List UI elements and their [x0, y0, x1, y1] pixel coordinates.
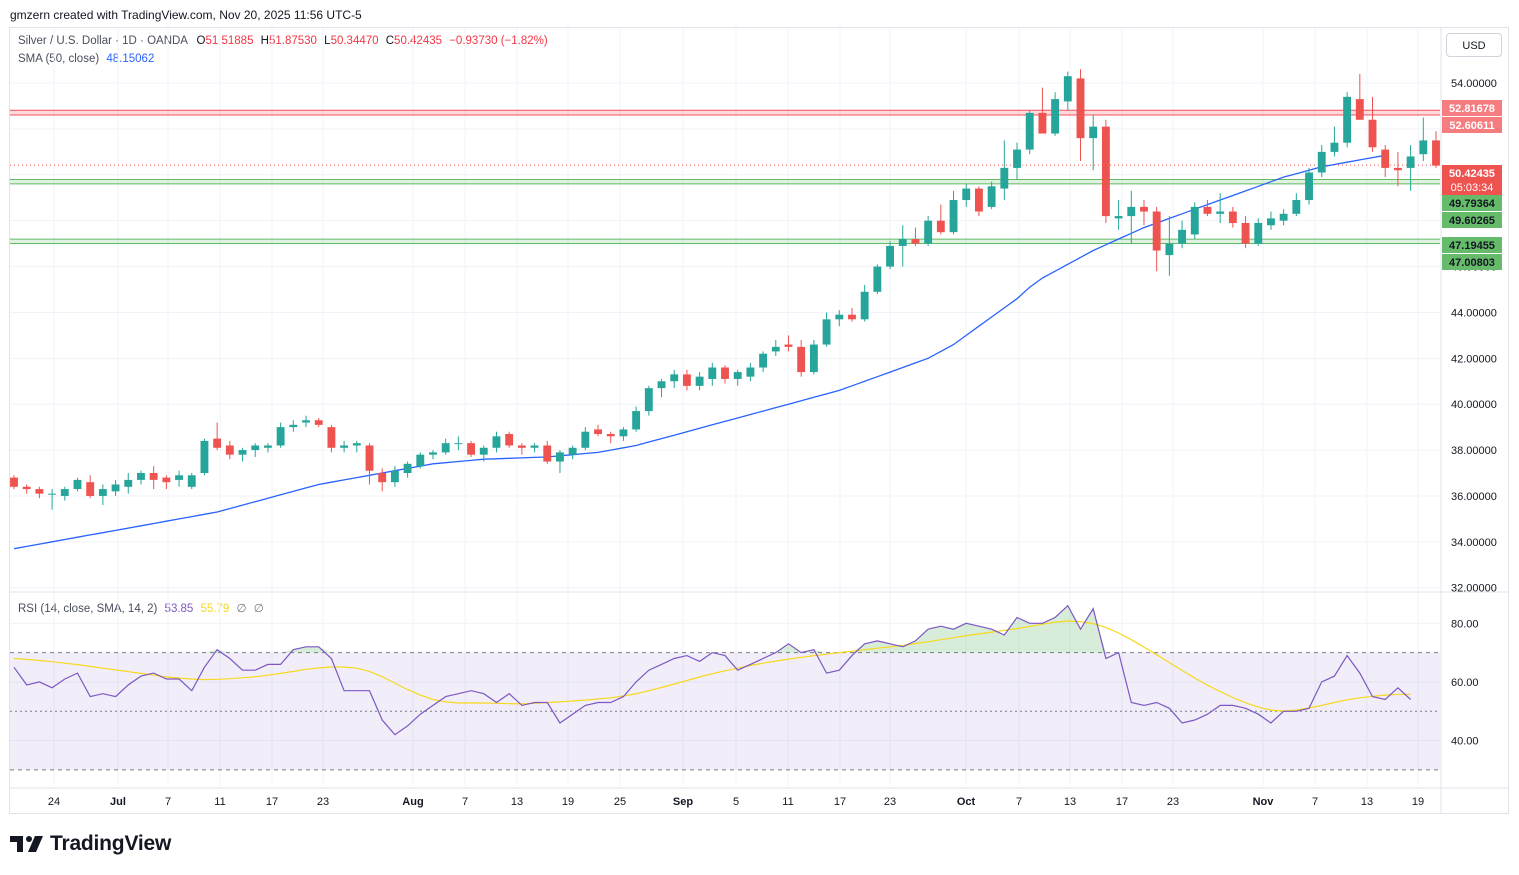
close-label: C [385, 35, 395, 47]
chart-credit: gmzern created with TradingView.com, Nov… [10, 8, 362, 22]
close-value: 50.42435 [394, 35, 443, 47]
sma-value: 48.15062 [106, 53, 155, 65]
sma-legend[interactable]: SMA (50, close) 48.15062 [18, 53, 154, 65]
price-legend: Silver / U.S. Dollar · 1D · OANDA O51.51… [18, 35, 548, 47]
open-label: O [196, 35, 206, 47]
symbol-label[interactable]: Silver / U.S. Dollar · 1D · OANDA [18, 35, 188, 47]
rsi-sma-value: 55.79 [200, 603, 230, 615]
rsi-legend[interactable]: RSI (14, close, SMA, 14, 2) 53.85 55.79 … [18, 601, 264, 615]
high-label: H [260, 35, 269, 47]
rsi-na-1: ∅ [236, 603, 247, 615]
currency-button[interactable]: USD [1446, 33, 1502, 57]
open-value: 51.51885 [205, 35, 254, 47]
chart-frame [9, 27, 1509, 814]
rsi-label: RSI (14, close, SMA, 14, 2) [18, 603, 158, 615]
rsi-na-2: ∅ [253, 603, 264, 615]
low-value: 50.34470 [330, 35, 379, 47]
low-label: L [324, 35, 331, 47]
change-value: −0.93730 (−1.82%) [449, 35, 548, 47]
rsi-value: 53.85 [164, 603, 194, 615]
tradingview-logo[interactable]: TradingView [10, 832, 171, 856]
brand-name: TradingView [50, 832, 172, 855]
high-value: 51.87530 [268, 35, 317, 47]
tradingview-logo-icon [10, 836, 43, 852]
sma-label: SMA (50, close) [18, 53, 100, 65]
